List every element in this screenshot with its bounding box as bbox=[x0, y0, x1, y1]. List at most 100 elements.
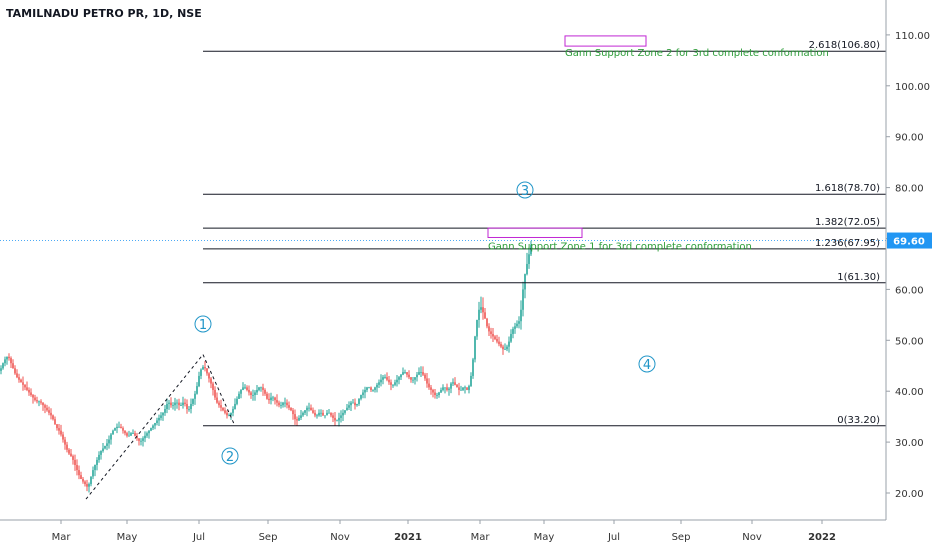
candle-body bbox=[4, 359, 6, 364]
candle-body bbox=[108, 439, 110, 444]
candle-body bbox=[520, 309, 522, 322]
candle-body bbox=[272, 397, 274, 399]
candle-body bbox=[438, 392, 440, 396]
candle-body bbox=[408, 374, 410, 378]
candle-body bbox=[40, 401, 42, 403]
candle-body bbox=[204, 367, 206, 369]
candle-body bbox=[192, 398, 194, 404]
candle-body bbox=[464, 387, 466, 389]
candle-body bbox=[318, 412, 320, 416]
candle-body bbox=[200, 369, 202, 376]
candle-body bbox=[264, 389, 266, 394]
candle-body bbox=[444, 387, 446, 389]
candle-body bbox=[74, 459, 76, 466]
time-tick-label: Mar bbox=[471, 532, 491, 543]
candle-body bbox=[0, 368, 2, 371]
candle-body bbox=[58, 428, 60, 431]
candle-body bbox=[492, 333, 494, 337]
candle-body bbox=[344, 410, 346, 413]
candle-body bbox=[154, 423, 156, 426]
candle-body bbox=[514, 326, 516, 329]
candle-body bbox=[468, 386, 470, 390]
candle-body bbox=[104, 445, 106, 449]
candle-body bbox=[436, 395, 438, 396]
candle-body bbox=[128, 435, 130, 437]
candle-body bbox=[504, 349, 506, 351]
candle-body bbox=[62, 434, 64, 440]
candle-body bbox=[136, 435, 138, 439]
fib-label: 1(61.30) bbox=[837, 272, 880, 283]
wave-label: 4 bbox=[643, 358, 651, 373]
candle-body bbox=[466, 387, 468, 390]
candle-body bbox=[300, 415, 302, 418]
candle-body bbox=[294, 414, 296, 420]
candle-body bbox=[230, 412, 232, 416]
candle-body bbox=[480, 307, 482, 310]
price-tick-label: 20.00 bbox=[895, 489, 924, 500]
candle-body bbox=[418, 372, 420, 375]
candle-body bbox=[352, 402, 354, 404]
candle-body bbox=[476, 319, 478, 337]
candle-body bbox=[456, 384, 458, 388]
candle-body bbox=[376, 384, 378, 388]
candle-body bbox=[180, 405, 182, 406]
fib-label: 1.236(67.95) bbox=[815, 238, 880, 249]
candle-body bbox=[500, 344, 502, 347]
candle-body bbox=[20, 379, 22, 383]
time-tick-label: 2022 bbox=[808, 532, 836, 543]
wave-circle bbox=[638, 355, 656, 373]
candle-body bbox=[14, 368, 16, 374]
fib-label: 1.618(78.70) bbox=[815, 183, 880, 194]
candle-body bbox=[386, 377, 388, 380]
candle-body bbox=[150, 428, 152, 431]
candle-body bbox=[420, 372, 422, 373]
candle-body bbox=[114, 428, 116, 431]
candle-body bbox=[402, 372, 404, 375]
candle-body bbox=[36, 400, 38, 402]
candle-body bbox=[268, 398, 270, 401]
candle-body bbox=[512, 328, 514, 334]
candle-body bbox=[320, 412, 322, 414]
candle-body bbox=[310, 407, 312, 411]
candle-body bbox=[110, 434, 112, 440]
time-tick-label: Jul bbox=[607, 532, 620, 543]
candles bbox=[0, 240, 532, 493]
candle-body bbox=[498, 341, 500, 345]
price-tick-label: 60.00 bbox=[895, 285, 924, 296]
candle-body bbox=[126, 433, 128, 436]
candle-body bbox=[82, 479, 84, 482]
candle-body bbox=[48, 410, 50, 413]
gann-zone-box bbox=[487, 227, 583, 238]
candle-body bbox=[266, 393, 268, 399]
candle-body bbox=[138, 438, 140, 441]
candle-body bbox=[460, 389, 462, 391]
candle-body bbox=[182, 402, 184, 406]
candle-body bbox=[208, 373, 210, 379]
candle-body bbox=[394, 382, 396, 385]
candle-body bbox=[134, 433, 136, 436]
candle-body bbox=[370, 387, 372, 390]
candle-body bbox=[332, 415, 334, 418]
candle-body bbox=[278, 402, 280, 406]
candle-body bbox=[280, 405, 282, 406]
last-price-tag bbox=[887, 232, 932, 249]
candle-body bbox=[358, 398, 360, 404]
wave-line bbox=[85, 353, 235, 500]
candle-body bbox=[472, 359, 474, 376]
candle-body bbox=[290, 407, 292, 411]
candle-body bbox=[236, 398, 238, 404]
candle-body bbox=[312, 410, 314, 413]
candle-body bbox=[454, 382, 456, 385]
candle-body bbox=[54, 419, 56, 425]
candle-body bbox=[80, 475, 82, 480]
candle-body bbox=[44, 405, 46, 408]
candle-body bbox=[60, 430, 62, 435]
candle-body bbox=[368, 387, 370, 389]
price-tick-label: 110.00 bbox=[895, 31, 930, 42]
candle-body bbox=[122, 428, 124, 431]
candle-body bbox=[212, 383, 214, 390]
candle-body bbox=[68, 449, 70, 454]
candle-body bbox=[10, 358, 12, 364]
candle-body bbox=[78, 470, 80, 476]
